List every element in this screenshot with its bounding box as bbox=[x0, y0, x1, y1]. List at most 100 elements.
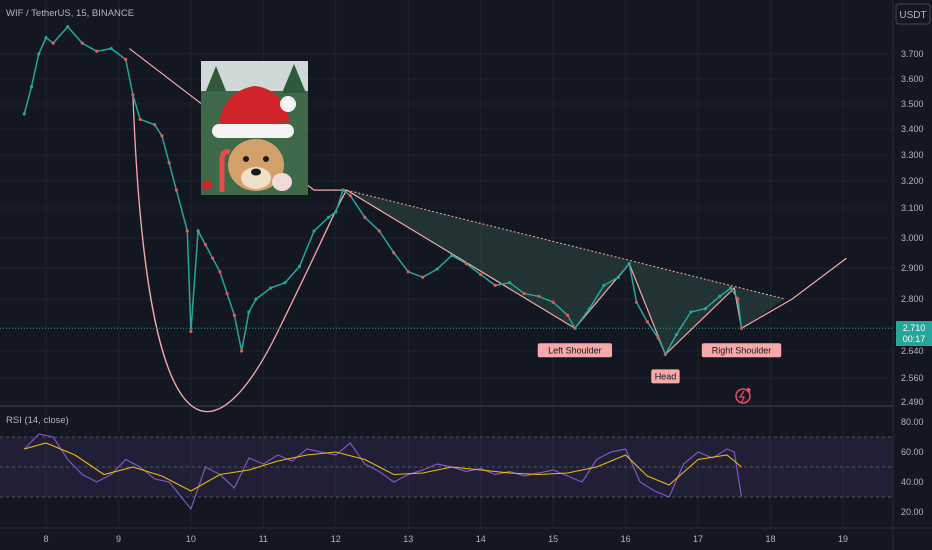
rsi-y-tick-label: 20.00 bbox=[901, 507, 924, 517]
price-point bbox=[573, 326, 577, 330]
price-point bbox=[283, 281, 287, 285]
price-point bbox=[254, 297, 258, 301]
rsi-y-tick-label: 80.00 bbox=[901, 417, 924, 427]
price-point bbox=[66, 25, 70, 29]
price-point bbox=[174, 188, 179, 192]
price-point bbox=[196, 229, 200, 233]
grid bbox=[0, 0, 893, 528]
cup-curve bbox=[132, 94, 348, 413]
rsi-series bbox=[23, 433, 743, 511]
price-point bbox=[185, 229, 189, 233]
x-tick-label: 11 bbox=[259, 534, 268, 544]
price-point bbox=[522, 291, 526, 296]
last-price: 2.710 bbox=[903, 323, 926, 333]
price-point bbox=[232, 313, 236, 317]
price-point bbox=[167, 161, 171, 165]
price-point bbox=[29, 85, 34, 89]
neckline-dashed bbox=[346, 189, 786, 300]
price-point bbox=[602, 283, 606, 287]
price-point bbox=[551, 300, 555, 304]
x-tick-label: 15 bbox=[548, 534, 558, 544]
pattern-label-bg bbox=[537, 343, 613, 358]
y-tick-label: 2.800 bbox=[901, 294, 924, 304]
pattern-label-bg bbox=[701, 343, 782, 358]
price-point bbox=[80, 41, 84, 45]
price-point bbox=[189, 329, 193, 334]
pattern-zigzag bbox=[346, 189, 847, 356]
x-tick-label: 10 bbox=[186, 534, 196, 544]
lightning-icon[interactable] bbox=[738, 390, 745, 403]
price-point bbox=[508, 281, 512, 285]
y-tick-label: 3.300 bbox=[901, 150, 924, 160]
rsi-title: RSI (14, close) bbox=[6, 415, 69, 426]
hat-brim bbox=[212, 124, 294, 138]
price-point bbox=[703, 307, 707, 311]
y-tick-label: 3.600 bbox=[901, 74, 924, 84]
price-point bbox=[736, 297, 740, 301]
last-price-bg bbox=[896, 321, 932, 346]
x-tick-label: 12 bbox=[331, 534, 341, 544]
price-point bbox=[656, 336, 660, 340]
price-point bbox=[22, 112, 26, 116]
price-point bbox=[363, 215, 367, 219]
rsi-y-tick-label: 60.00 bbox=[901, 447, 924, 457]
y-tick-label: 3.100 bbox=[901, 203, 924, 213]
price-point bbox=[326, 215, 331, 219]
price-point bbox=[718, 294, 722, 298]
pattern-label-bg bbox=[651, 369, 680, 384]
price-point bbox=[95, 49, 99, 53]
price-point bbox=[131, 93, 135, 97]
pattern-label: Head bbox=[655, 371, 677, 381]
y-tick-label: 3.500 bbox=[901, 99, 924, 109]
price-point bbox=[566, 313, 570, 317]
y-tick-label: 2.640 bbox=[901, 346, 924, 356]
currency-label[interactable]: USDT bbox=[899, 10, 926, 21]
x-tick-label: 18 bbox=[765, 534, 775, 544]
dog-muzzle bbox=[241, 167, 271, 189]
alert-icon[interactable] bbox=[735, 388, 751, 404]
price-point bbox=[211, 256, 215, 260]
price-point bbox=[479, 272, 483, 277]
price-point bbox=[334, 210, 338, 214]
rsi-line bbox=[23, 433, 743, 511]
price-line bbox=[23, 25, 743, 357]
price-series bbox=[0, 25, 893, 357]
price-point bbox=[493, 283, 497, 287]
price-point bbox=[689, 310, 693, 314]
hat-pompom bbox=[280, 96, 296, 112]
head-shoulders-pattern bbox=[128, 48, 847, 413]
price-point bbox=[729, 286, 733, 290]
price-point bbox=[537, 294, 541, 298]
y-tick-label: 3.200 bbox=[901, 176, 924, 186]
tree-shapes bbox=[206, 64, 306, 93]
price-point bbox=[341, 188, 345, 192]
alert-icon-ring[interactable] bbox=[735, 388, 751, 404]
price-point bbox=[124, 57, 128, 62]
price-point bbox=[663, 352, 668, 356]
price-point bbox=[297, 264, 302, 268]
x-tick-label: 14 bbox=[476, 534, 486, 544]
price-point bbox=[44, 36, 48, 40]
rsi-ma-line bbox=[24, 442, 742, 492]
pattern-label: Left Shoulder bbox=[548, 345, 602, 355]
rsi-band bbox=[0, 436, 893, 498]
y-tick-label: 3.400 bbox=[901, 124, 924, 134]
price-point bbox=[51, 41, 55, 45]
dog-eye-right bbox=[263, 156, 269, 162]
y-tick-label: 3.700 bbox=[901, 49, 924, 59]
currency-button[interactable]: USDT bbox=[895, 3, 931, 25]
x-tick-label: 19 bbox=[838, 534, 848, 544]
price-point bbox=[138, 117, 142, 121]
price-point bbox=[37, 52, 41, 56]
currency-button-frame[interactable] bbox=[895, 3, 931, 25]
resistance-line bbox=[128, 48, 347, 191]
price-point bbox=[348, 193, 352, 198]
x-tick-label: 17 bbox=[693, 534, 703, 544]
price-point bbox=[616, 275, 620, 279]
y-tick-label: 3.000 bbox=[901, 233, 924, 243]
last-price-tag: 2.710 00:17 bbox=[896, 321, 932, 346]
countdown: 00:17 bbox=[903, 334, 926, 344]
